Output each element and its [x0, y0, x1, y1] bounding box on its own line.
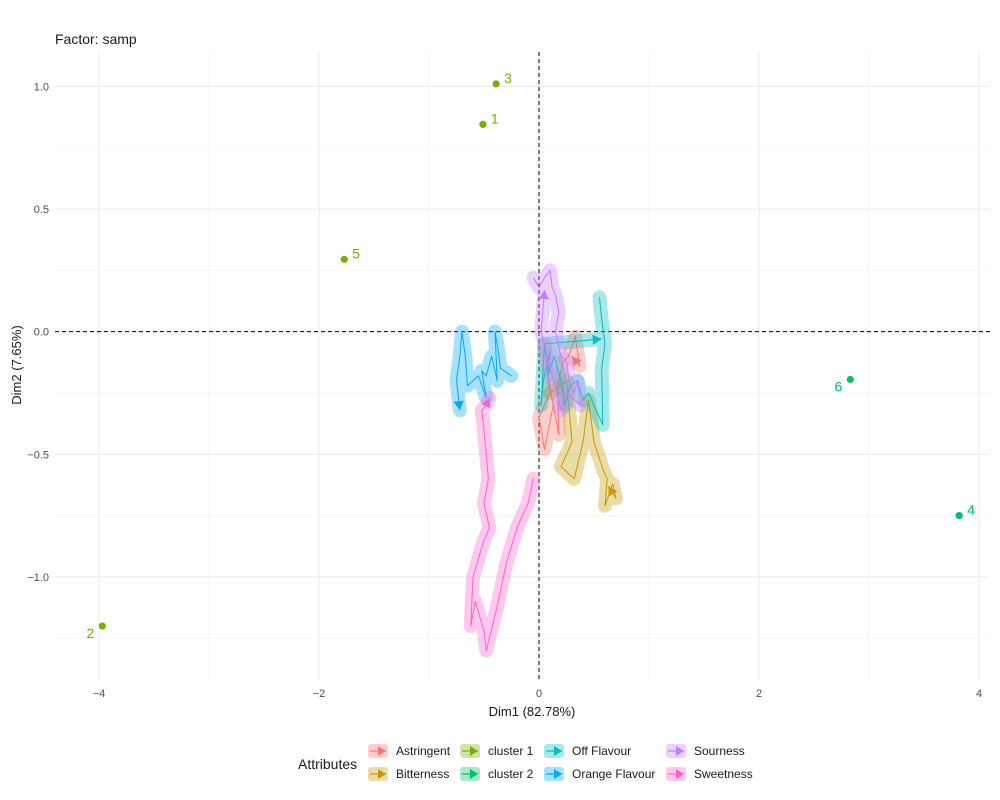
y-tick-label: −1.0	[27, 572, 49, 584]
trajectory-orange-flavour	[449, 324, 519, 418]
x-axis-ticks: −4 −2 0 2 4	[93, 688, 982, 700]
x-tick-label: 0	[536, 688, 542, 700]
trajectory-astringent	[532, 329, 587, 457]
legend-item-astringent: Astringent	[368, 744, 451, 758]
x-tick-label: −2	[313, 688, 326, 700]
x-tick-label: −4	[93, 688, 106, 700]
sample-point-4: 4	[955, 502, 975, 520]
trajectory-bitterness	[543, 373, 623, 513]
legend-key-arrow	[554, 746, 562, 756]
y-tick-label: 0.0	[34, 327, 49, 339]
x-tick-label: 2	[756, 688, 762, 700]
sample-point-3: 3	[492, 70, 512, 88]
point-marker	[955, 512, 963, 520]
trajectory-off-flavour	[534, 290, 612, 432]
trajectory-sweetness	[463, 390, 541, 658]
point-label: 1	[491, 110, 499, 126]
trajectory-line	[533, 269, 582, 411]
trajectory-line	[470, 397, 534, 652]
point-label: 4	[967, 502, 975, 518]
chart-title: Factor: samp	[55, 31, 137, 47]
sample-point-2: 2	[87, 622, 106, 641]
legend-title: Attributes	[298, 756, 357, 772]
trajectories	[449, 263, 623, 658]
trajectory-line	[549, 380, 617, 507]
y-axis-title: Dim2 (7.65%)	[9, 325, 24, 404]
x-tick-label: 4	[976, 688, 982, 700]
point-label: 3	[504, 70, 512, 86]
y-axis-ticks: 1.0 0.5 0.0 −0.5 −1.0	[27, 81, 49, 584]
legend: Attributes Astringent Bitterness cluster 1…	[298, 744, 753, 781]
trajectory-line	[540, 297, 606, 426]
legend-item-off-flavour: Off Flavour	[544, 744, 631, 758]
trajectory-arrowhead	[572, 356, 582, 367]
legend-key-arrow	[378, 746, 386, 756]
trajectory-line	[456, 331, 512, 411]
legend-label: Astringent	[396, 744, 451, 758]
legend-label: Off Flavour	[572, 744, 631, 758]
trajectory-arrowhead	[608, 486, 618, 497]
legend-item-sweetness: Sweetness	[666, 767, 753, 781]
point-marker	[492, 80, 500, 88]
plot-grid	[55, 52, 990, 680]
reference-lines	[55, 52, 990, 680]
sample-point-6: 6	[835, 375, 854, 394]
trajectory-sourness	[526, 263, 588, 418]
point-label: 5	[352, 245, 360, 261]
points: 1 2 3 4 5 6	[87, 70, 976, 641]
point-marker	[340, 255, 348, 263]
point-marker	[98, 622, 106, 630]
trajectory-halo	[463, 390, 541, 658]
legend-label: Sourness	[694, 744, 745, 758]
point-label: 6	[835, 378, 843, 394]
trajectory-arrowhead	[481, 397, 491, 409]
legend-key-arrow	[378, 769, 386, 779]
point-label: 2	[87, 625, 95, 641]
y-tick-label: 0.5	[34, 204, 49, 216]
legend-key-arrow	[676, 746, 684, 756]
legend-label: Bitterness	[396, 767, 449, 781]
trajectory-arrowhead	[592, 334, 602, 345]
trajectory-arrowhead	[538, 290, 549, 300]
legend-item-cluster-2: cluster 2	[460, 767, 534, 781]
legend-label: Sweetness	[694, 767, 753, 781]
legend-item-sourness: Sourness	[666, 744, 745, 758]
trajectory-arrowhead	[453, 400, 464, 411]
legend-item-cluster-1: cluster 1	[460, 744, 534, 758]
legend-label: cluster 1	[488, 744, 534, 758]
legend-key-arrow	[470, 746, 478, 756]
legend-item-bitterness: Bitterness	[368, 767, 449, 781]
legend-key-arrow	[554, 769, 562, 779]
sample-point-5: 5	[340, 245, 360, 263]
sample-point-1: 1	[479, 110, 499, 128]
point-marker	[479, 120, 487, 128]
y-tick-label: 1.0	[34, 81, 49, 93]
legend-key-arrow	[676, 769, 684, 779]
point-marker	[846, 375, 854, 384]
legend-key-arrow	[470, 769, 478, 779]
y-tick-label: −0.5	[27, 449, 49, 461]
legend-label: cluster 2	[488, 767, 534, 781]
x-axis-title: Dim1 (82.78%)	[489, 704, 576, 719]
trajectory-line	[538, 336, 581, 450]
legend-item-orange-flavour: Orange Flavour	[544, 767, 655, 781]
legend-label: Orange Flavour	[572, 767, 655, 781]
